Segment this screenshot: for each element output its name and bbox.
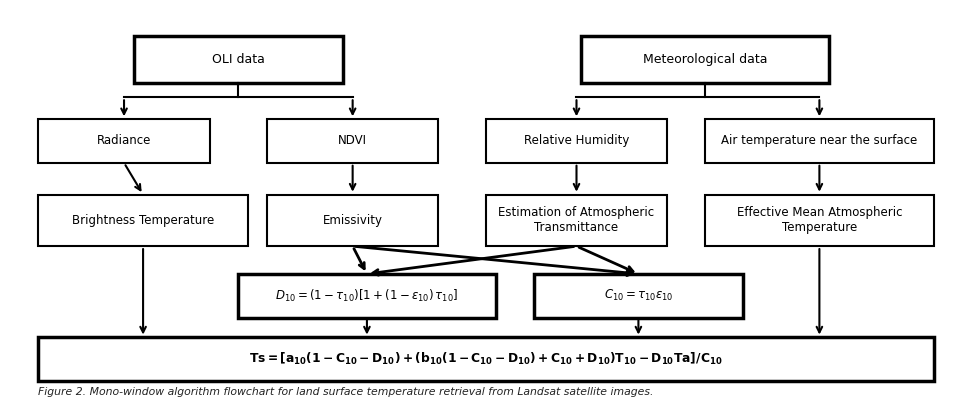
FancyBboxPatch shape — [38, 337, 934, 381]
FancyBboxPatch shape — [267, 194, 438, 246]
FancyBboxPatch shape — [38, 119, 210, 163]
Text: NDVI: NDVI — [338, 134, 367, 147]
Text: Radiance: Radiance — [97, 134, 152, 147]
Text: OLI data: OLI data — [212, 53, 264, 66]
Text: Air temperature near the surface: Air temperature near the surface — [721, 134, 918, 147]
FancyBboxPatch shape — [534, 274, 744, 318]
Text: Relative Humidity: Relative Humidity — [524, 134, 629, 147]
Text: Effective Mean Atmospheric
Temperature: Effective Mean Atmospheric Temperature — [737, 207, 902, 234]
FancyBboxPatch shape — [486, 119, 667, 163]
FancyBboxPatch shape — [581, 36, 829, 83]
Text: $C_{10} = \tau_{10}\varepsilon_{10}$: $C_{10} = \tau_{10}\varepsilon_{10}$ — [604, 288, 674, 303]
FancyBboxPatch shape — [238, 274, 496, 318]
Text: Brightness Temperature: Brightness Temperature — [72, 214, 214, 227]
FancyBboxPatch shape — [705, 194, 934, 246]
FancyBboxPatch shape — [38, 194, 248, 246]
FancyBboxPatch shape — [486, 194, 667, 246]
Text: Emissivity: Emissivity — [323, 214, 383, 227]
FancyBboxPatch shape — [705, 119, 934, 163]
FancyBboxPatch shape — [267, 119, 438, 163]
Text: Figure 2. Mono-window algorithm flowchart for land surface temperature retrieval: Figure 2. Mono-window algorithm flowchar… — [38, 387, 654, 397]
Text: $D_{10} = (1 - \tau_{10})[1 + (1 - \varepsilon_{10})\,\tau_{10}]$: $D_{10} = (1 - \tau_{10})[1 + (1 - \vare… — [275, 288, 459, 304]
Text: Meteorological data: Meteorological data — [642, 53, 767, 66]
Text: $\mathbf{Ts = [a_{10}(1 - C_{10} - D_{10}) + (b_{10}(1 - C_{10} - D_{10}) + C_{1: $\mathbf{Ts = [a_{10}(1 - C_{10} - D_{10… — [249, 351, 723, 367]
FancyBboxPatch shape — [133, 36, 343, 83]
Text: Estimation of Atmospheric
Transmittance: Estimation of Atmospheric Transmittance — [499, 207, 654, 234]
